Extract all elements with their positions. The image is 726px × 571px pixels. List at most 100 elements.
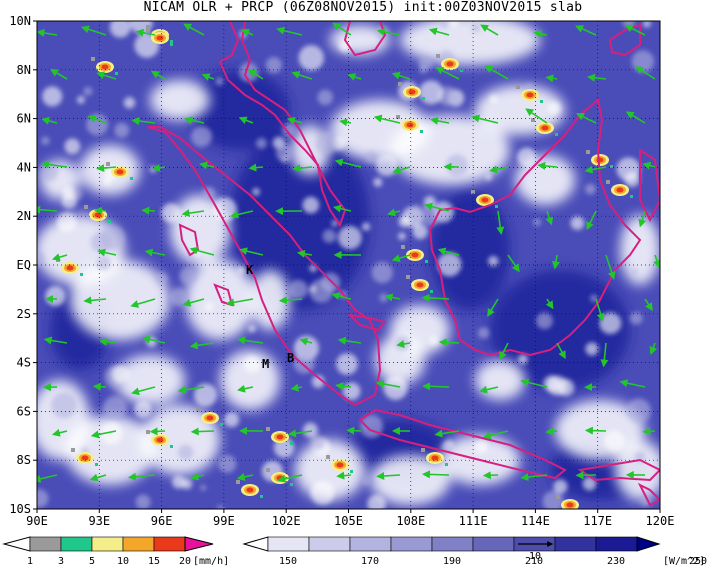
precip-cell [326,455,330,459]
wind-vector [189,341,215,350]
wind-vector [484,65,509,80]
cloud-region [220,350,280,410]
precip-cell [108,220,111,223]
wind-vector [642,427,656,436]
cloud-patch [134,400,152,419]
cloud-patch [138,35,146,44]
cloud-patch [309,285,317,293]
cloud-region [620,215,660,285]
wind-vector [430,116,450,125]
cloud-patch [582,476,597,491]
cloud-patch [37,489,49,508]
cloud-patch [488,255,499,267]
cloud-patch [200,484,207,491]
legend-value: 15 [148,556,160,567]
precip-cell [95,463,98,466]
wind-vector [181,209,205,218]
coastlines [147,21,660,507]
wind-vector [190,472,205,481]
wind-vector [248,163,264,172]
wind-vector [277,474,303,483]
precip-cell [206,415,214,421]
cloud-patch [50,392,77,419]
wind-vector [183,23,205,36]
wind-vector [236,473,254,481]
latitude-label: 10S [9,502,31,516]
cloud-patch [56,212,77,232]
precip-cell [116,169,124,175]
legend-value: 3 [58,556,64,567]
wind-vector [586,73,607,82]
cloud-patch [383,375,408,400]
cloud-patch [489,94,498,104]
legend-swatch [431,536,474,552]
wind-vector [428,27,450,36]
cloud-patch [317,89,334,106]
precip-cell [481,197,489,203]
wind-vector [545,74,558,83]
cloud-patch [584,183,596,195]
precip-cell [531,118,535,122]
wind-vector [241,29,254,37]
latitude-label: 8N [17,63,31,77]
wind-vector [479,385,499,394]
precip-cell [196,408,200,412]
legend-swatch [554,536,597,552]
precip-cell [630,195,633,198]
precip-cell [610,165,613,168]
legend-swatch [2,536,31,552]
wind-vector [93,206,107,215]
coastline [358,408,567,480]
legend-swatch [60,536,93,552]
wind-vector [545,298,554,310]
precip-cell [80,273,83,276]
precip-cell [170,40,173,43]
longitude-label: 96E [151,514,173,528]
latitude-label: 4N [17,160,31,174]
latitude-labels: 10N 8N 6N 4N 2N EQ 2S 4S 6S 8S 10S [9,14,31,516]
wind-vector [51,428,68,437]
precip-cell [495,205,498,208]
wind-vector [624,24,646,36]
precip-cell [146,25,150,29]
cloud-patch [179,267,197,285]
cloud-patch [177,444,194,461]
cloud-patch [218,454,237,473]
wind-vector [131,386,156,396]
wind-vector [575,25,597,36]
wind-vector [190,427,215,436]
wind-vector [150,70,166,80]
cloud-patch [135,494,151,509]
wind-vector [520,378,548,388]
cloud-patch [90,231,112,253]
precip-cell [420,130,423,133]
legend-swatch [308,536,351,552]
precip-unit: [mm/h] [193,556,229,567]
wind-vector [480,24,499,36]
legend-swatch [91,536,124,552]
cloud-region [140,405,220,475]
precip-cell [84,205,88,209]
cloud-patch [217,505,224,509]
precip-cell [425,260,428,263]
wind-vector [97,248,117,257]
precip-cell [81,455,89,461]
precip-cell [398,82,402,86]
cloud-patch [336,353,358,375]
coastline [218,21,347,228]
precip-cell [220,423,223,426]
coastline [147,126,382,407]
latitude-label: 8S [17,453,31,467]
wind-vector [392,166,411,174]
cloud-patch [474,440,488,454]
legend-swatch [636,536,661,552]
precip-cell [156,35,164,41]
wind-vector [584,165,607,174]
cloud-region [370,455,450,505]
precip-cell [516,85,520,89]
axis-ticks [33,20,661,513]
coastline [637,482,660,507]
legend-swatch [390,536,433,552]
precip-cell [422,97,425,100]
wind-vector [299,337,313,346]
